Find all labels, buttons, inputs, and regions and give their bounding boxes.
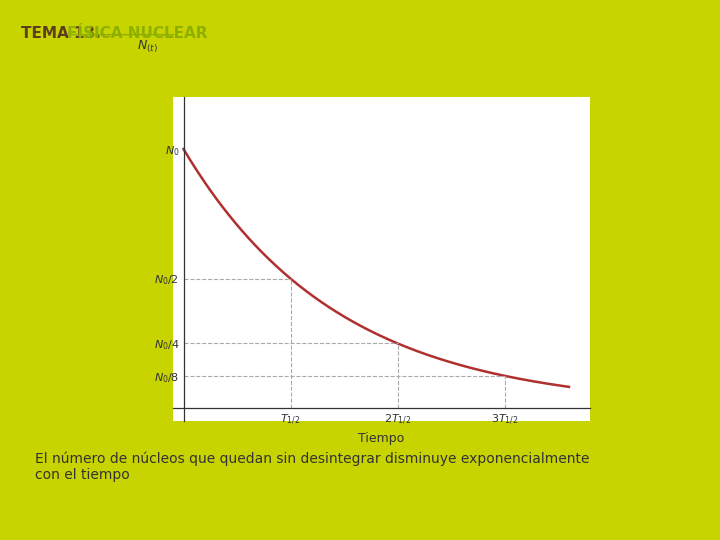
Text: $N_{(t)}$: $N_{(t)}$: [138, 39, 158, 55]
Text: TEMA 13.: TEMA 13.: [22, 26, 107, 42]
Text: El número de núcleos que quedan sin desintegrar disminuye exponencialmente
con e: El número de núcleos que quedan sin desi…: [35, 451, 590, 482]
X-axis label: Tiempo: Tiempo: [359, 432, 405, 445]
Text: FÍSICA NUCLEAR: FÍSICA NUCLEAR: [67, 26, 207, 42]
